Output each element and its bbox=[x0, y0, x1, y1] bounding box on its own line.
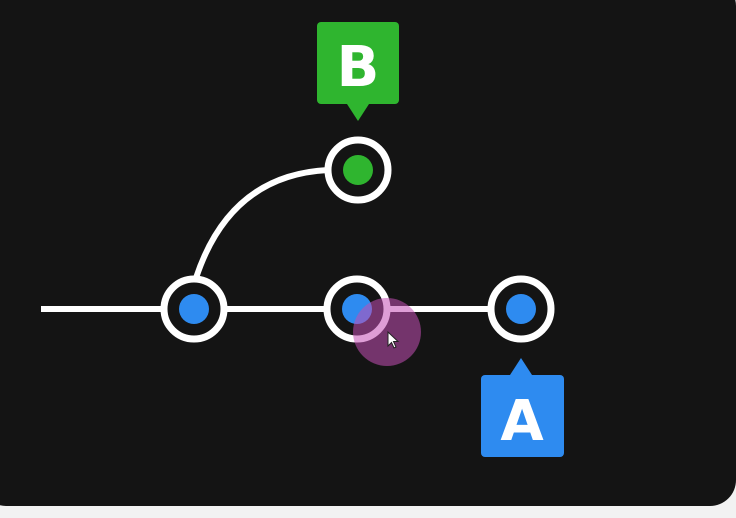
branch-label-a: A bbox=[481, 358, 564, 457]
label-a-text: A bbox=[500, 389, 544, 454]
label-b-pointer bbox=[347, 104, 369, 121]
label-b-text: B bbox=[337, 35, 380, 100]
cursor-arrow-icon bbox=[387, 330, 400, 349]
label-b-box bbox=[317, 22, 399, 104]
branch-label-b: B bbox=[317, 22, 399, 121]
commit-node-4[interactable] bbox=[324, 136, 392, 204]
commit-node-1[interactable] bbox=[160, 275, 228, 343]
commit-dot bbox=[179, 294, 209, 324]
commit-dot bbox=[506, 294, 536, 324]
commit-node-3[interactable] bbox=[487, 275, 555, 343]
side-branch-curve bbox=[193, 167, 329, 279]
cursor-highlight bbox=[353, 298, 421, 366]
commit-dot bbox=[343, 155, 373, 185]
label-a-pointer bbox=[510, 358, 532, 375]
label-a-box bbox=[481, 375, 564, 457]
